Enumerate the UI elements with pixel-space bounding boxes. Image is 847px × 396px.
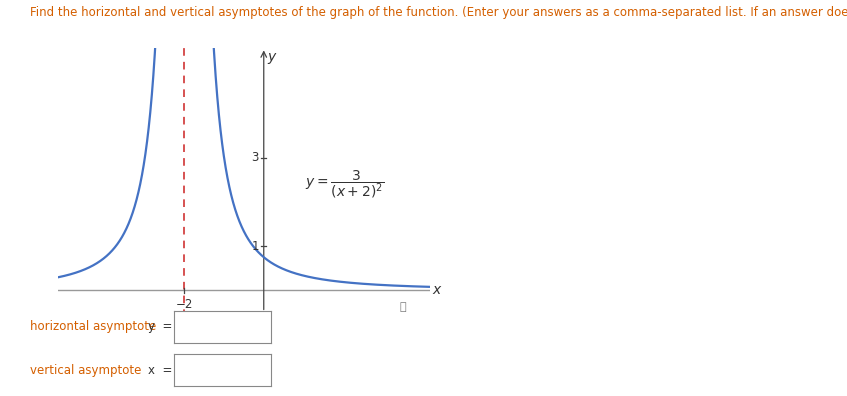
Text: y: y: [267, 50, 275, 64]
Text: y  =: y =: [148, 320, 173, 333]
Text: −2: −2: [176, 298, 193, 311]
Text: 3: 3: [252, 151, 259, 164]
Text: $y = \dfrac{3}{(x+2)^2}$: $y = \dfrac{3}{(x+2)^2}$: [306, 168, 385, 200]
Text: Find the horizontal and vertical asymptotes of the graph of the function. (Enter: Find the horizontal and vertical asympto…: [30, 6, 847, 19]
Text: ⓘ: ⓘ: [399, 302, 406, 312]
Text: x: x: [432, 283, 440, 297]
Text: 1: 1: [252, 240, 259, 253]
Text: x  =: x =: [148, 364, 173, 377]
Text: vertical asymptote: vertical asymptote: [30, 364, 141, 377]
Text: horizontal asymptote: horizontal asymptote: [30, 320, 156, 333]
